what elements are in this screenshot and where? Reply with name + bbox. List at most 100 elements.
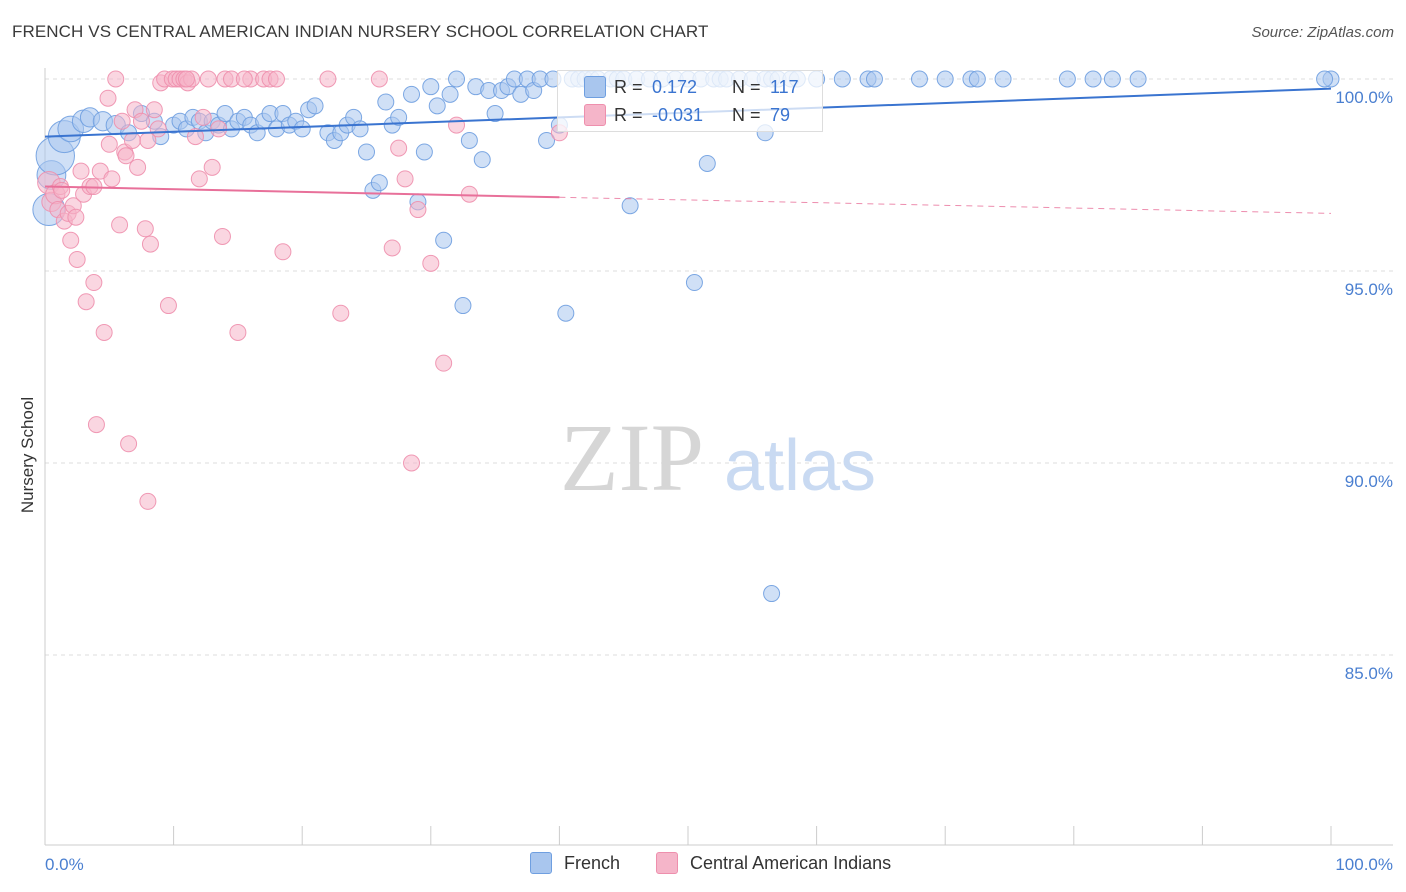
french-point [415, 143, 433, 161]
cai-point [190, 170, 208, 188]
french-point [1316, 70, 1334, 88]
french-point [936, 70, 954, 88]
cai-point [62, 231, 80, 249]
y-tick-label: 85.0% [1345, 664, 1393, 683]
legend-item-french[interactable]: French [530, 852, 620, 874]
french-point [351, 120, 369, 138]
french-point [865, 70, 883, 88]
french-point [358, 143, 375, 161]
cai-point [213, 227, 231, 245]
stats-n-label: N = [732, 104, 761, 125]
cai-point [87, 416, 105, 434]
cai-point [203, 158, 221, 176]
french-point [441, 85, 459, 103]
watermark-zip: ZIP [560, 404, 704, 511]
cai-point [199, 70, 217, 88]
french-point [763, 585, 781, 603]
french-point [460, 131, 478, 149]
french-point [698, 154, 716, 172]
french-point [293, 120, 311, 138]
cai-point [129, 158, 147, 176]
stats-r-label: R = [614, 76, 643, 97]
x-tick-label: 100.0% [1335, 855, 1393, 874]
french-point [428, 97, 446, 115]
y-tick-label: 100.0% [1335, 88, 1393, 107]
cai-point [72, 162, 90, 180]
french-point [422, 78, 440, 96]
cai-point [123, 131, 141, 149]
stats-swatch-cai [584, 104, 606, 126]
cai-point [422, 254, 440, 272]
french-point [403, 85, 421, 103]
cai-point [100, 135, 118, 153]
french-point [968, 70, 986, 88]
french-point [557, 304, 575, 322]
cai-point [332, 304, 350, 322]
stats-n-value: 79 [770, 104, 791, 125]
stats-r-value: -0.031 [652, 104, 704, 125]
french-point [538, 131, 556, 149]
french-point [833, 70, 851, 88]
cai-point [448, 116, 466, 134]
french-point [306, 97, 324, 115]
cai-point [132, 112, 150, 130]
y-tick-label: 95.0% [1345, 280, 1393, 299]
cai-point [383, 239, 401, 257]
stats-swatch-french [584, 76, 606, 98]
cai-point [396, 170, 414, 188]
cai-point [107, 70, 125, 88]
cai-point [159, 297, 177, 315]
cai-point [139, 131, 157, 149]
french-point [370, 174, 388, 192]
legend-swatch-cai [656, 852, 679, 874]
stats-r-label: R = [614, 104, 643, 125]
cai-point [99, 89, 117, 107]
french-point [216, 105, 234, 123]
cai-point [274, 243, 292, 261]
french-point [435, 231, 453, 249]
cai-point [194, 108, 212, 126]
stats-r-value: 0.172 [652, 76, 698, 97]
cai-trend-extension [559, 196, 1332, 214]
french-point [377, 93, 395, 111]
french-point [454, 297, 472, 315]
cai-point [67, 208, 85, 226]
legend: French Central American Indians [530, 852, 891, 874]
cai-point [136, 220, 154, 238]
cai-point [409, 201, 427, 219]
cai-point [95, 323, 113, 341]
french-point [685, 274, 703, 292]
cai-trend-line [44, 185, 560, 199]
cai-point [186, 128, 204, 146]
french-point [1129, 70, 1147, 88]
cai-point [319, 70, 337, 88]
cai-point [145, 101, 163, 119]
cai-point [85, 274, 103, 292]
cai-point [77, 293, 95, 311]
cai-point [235, 70, 253, 88]
legend-swatch-french [530, 852, 552, 874]
stats-n-label: N = [732, 76, 761, 97]
french-point [390, 108, 408, 126]
legend-item-cai[interactable]: Central American Indians [656, 852, 891, 874]
legend-label-french: French [564, 852, 621, 873]
french-point [448, 70, 466, 88]
stats-n-value: 117 [770, 76, 799, 97]
french-point [1058, 70, 1076, 88]
chart-title: FRENCH VS CENTRAL AMERICAN INDIAN NURSER… [12, 22, 709, 41]
cai-point [229, 323, 247, 341]
watermark-atlas: atlas [724, 426, 876, 506]
cai-point [53, 181, 71, 199]
cai-point [435, 354, 453, 372]
cai-point [68, 250, 86, 268]
cai-point [113, 112, 131, 130]
french-point [486, 105, 504, 123]
watermark: ZIP atlas [560, 404, 876, 511]
cai-point [103, 170, 121, 188]
x-tick-label: 0.0% [45, 855, 84, 874]
french-point [994, 70, 1012, 88]
y-tick-label: 90.0% [1345, 472, 1393, 491]
french-point [1103, 70, 1121, 88]
cai-point [403, 454, 421, 472]
